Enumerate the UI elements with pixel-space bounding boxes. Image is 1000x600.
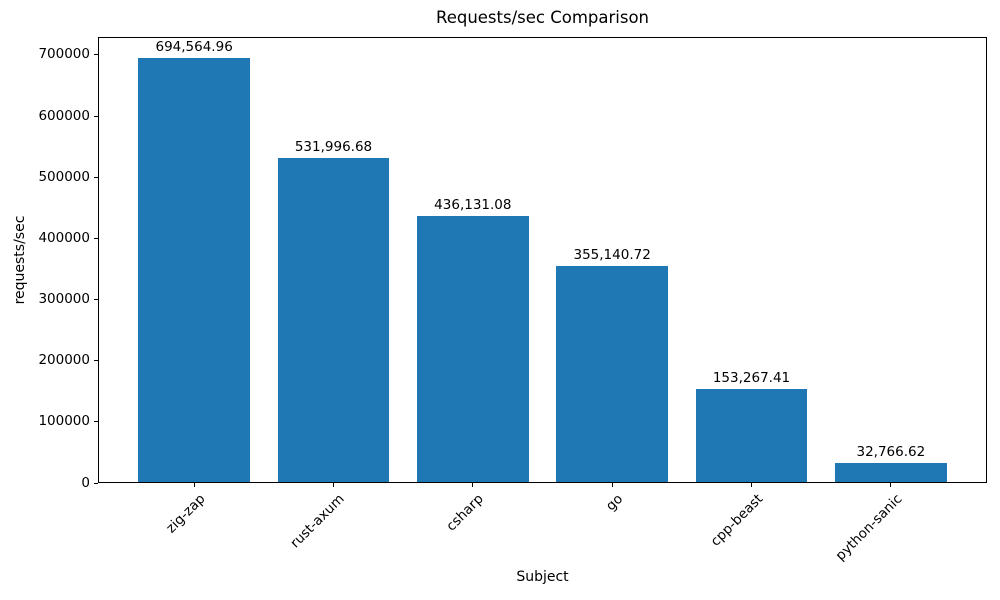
y-tick-mark: [94, 176, 98, 178]
bar-value-label: 436,131.08: [434, 197, 512, 214]
y-tick-label: 500000: [38, 168, 90, 185]
y-tick-mark: [94, 115, 98, 117]
y-tick-label: 300000: [38, 291, 90, 308]
x-tick-label-cpp-beast: cpp-beast: [707, 491, 766, 550]
x-axis-label: Subject: [516, 569, 569, 585]
bar-go: [556, 265, 668, 482]
chart-title: Requests/sec Comparison: [435, 8, 650, 27]
y-tick-label: 700000: [38, 46, 90, 63]
y-tick-mark: [94, 360, 98, 362]
bar-zig-zap: [138, 58, 250, 482]
y-tick-mark: [94, 421, 98, 423]
bar-value-label: 355,140.72: [573, 246, 651, 263]
y-tick-label: 0: [81, 474, 90, 491]
y-tick-mark: [94, 54, 98, 56]
bar-value-label: 153,267.41: [712, 370, 791, 387]
y-tick-mark: [94, 482, 98, 484]
x-tick-mark: [193, 483, 195, 487]
x-tick-mark: [332, 483, 334, 487]
bar-csharp: [417, 216, 529, 482]
y-tick-mark: [94, 299, 98, 301]
bar-rust-axum: [277, 157, 390, 482]
bar-value-label: 694,564.96: [155, 39, 233, 56]
x-tick-label-go: go: [603, 491, 627, 515]
y-tick-label: 100000: [38, 413, 90, 430]
y-tick-label: 600000: [38, 107, 90, 124]
x-tick-label-python-sanic: python-sanic: [832, 491, 906, 564]
x-tick-mark: [611, 483, 613, 487]
x-tick-mark: [472, 483, 474, 487]
y-tick-label: 200000: [38, 352, 90, 369]
y-tick-label: 400000: [38, 229, 90, 246]
x-tick-label-rust-axum: rust-axum: [287, 491, 348, 552]
bar-value-label: 531,996.68: [294, 138, 373, 155]
bar-value-label: 32,766.62: [856, 443, 926, 460]
x-tick-mark: [751, 483, 752, 487]
bar-cpp-beast: [695, 389, 808, 482]
x-tick-label-zig-zap: zig-zap: [163, 491, 209, 537]
x-tick-label-csharp: csharp: [443, 491, 488, 535]
y-tick-mark: [94, 237, 98, 239]
x-tick-mark: [890, 483, 892, 487]
bar-python-sanic: [835, 462, 947, 482]
